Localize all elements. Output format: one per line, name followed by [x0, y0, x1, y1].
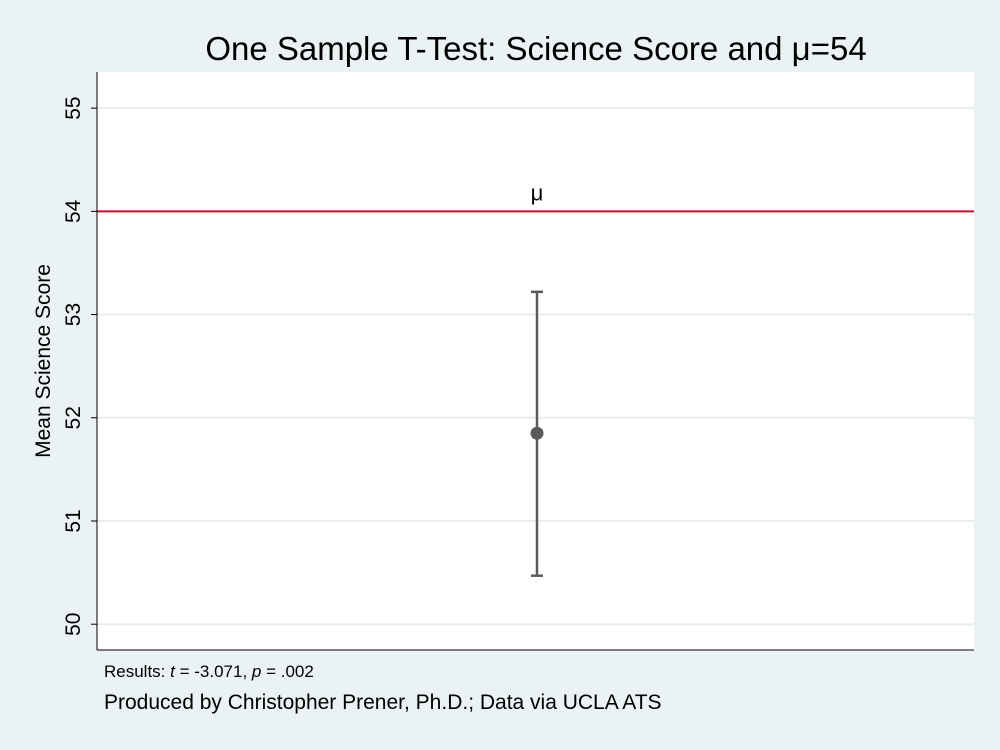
p-value: = .002	[261, 662, 314, 681]
y-tick-label: 54	[62, 199, 85, 223]
y-tick-label: 52	[62, 406, 85, 429]
y-tick-label: 55	[62, 96, 85, 119]
y-tick-label: 51	[62, 509, 85, 532]
mu-label: μ	[531, 180, 544, 205]
y-axis-label: Mean Science Score	[32, 264, 55, 458]
mean-point	[530, 426, 544, 440]
results-note: Results: t = -3.071, p = .002	[104, 662, 314, 682]
plot-area	[97, 72, 974, 650]
t-symbol: t	[170, 662, 175, 681]
results-prefix: Results:	[104, 662, 171, 681]
y-axis-ticks: 50 51 52 53 54 55	[62, 96, 97, 636]
credit-note: Produced by Christopher Prener, Ph.D.; D…	[104, 691, 662, 714]
chart: μ 50 51 52 53 54 55 Mean Science Score One Sa…	[32, 30, 974, 651]
y-tick-label: 53	[62, 303, 85, 326]
y-tick-label: 50	[62, 613, 85, 636]
p-symbol: p	[251, 662, 262, 681]
chart-title: One Sample T-Test: Science Score and μ=5…	[205, 30, 866, 67]
t-value: = -3.071,	[174, 662, 252, 681]
